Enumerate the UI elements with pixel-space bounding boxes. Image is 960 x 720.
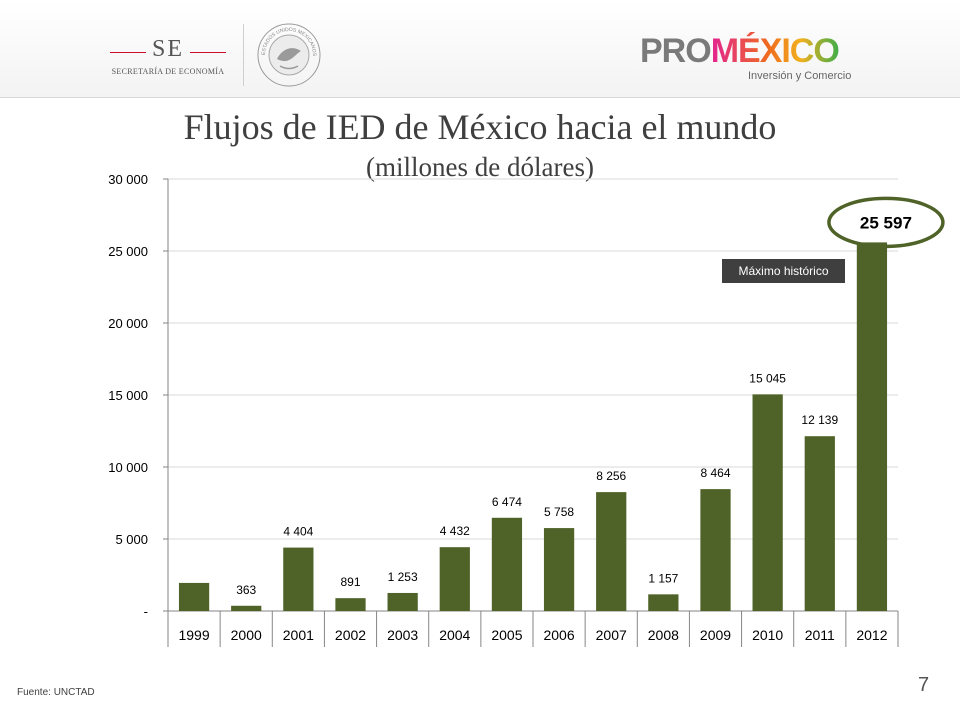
header-band — [0, 0, 960, 98]
bar — [596, 492, 627, 611]
bar — [648, 594, 679, 611]
max-value-highlight-ring — [827, 196, 945, 249]
bar — [387, 592, 418, 611]
x-tick-label: 2007 — [596, 627, 627, 643]
x-tick-label: 2011 — [805, 627, 835, 643]
y-tick-label: 30 000 — [108, 172, 148, 187]
bar — [543, 528, 575, 611]
promexico-logo: PROMÉXICO Inversión y Comercio — [640, 32, 870, 87]
promexico-tagline: Inversión y Comercio — [748, 70, 852, 82]
data-label: 4 404 — [283, 525, 313, 539]
bar — [283, 547, 314, 611]
data-label: 12 139 — [801, 413, 838, 427]
se-logo: SE SECRETARÍA DE ECONOMÍA — [108, 36, 228, 86]
data-label: 8 464 — [700, 466, 730, 480]
page-number: 7 — [918, 674, 930, 696]
chart-bars — [178, 242, 888, 611]
mexico-seal-icon: ESTADOS UNIDOS MEXICANOS — [257, 23, 321, 87]
chart-axes — [163, 178, 899, 647]
y-tick-label: 10 000 — [108, 460, 148, 475]
y-tick-label: 15 000 — [108, 388, 148, 403]
y-tick-label: 5 000 — [115, 532, 148, 547]
bar — [335, 598, 366, 611]
y-tick-label: 25 000 — [108, 244, 148, 259]
bar — [178, 582, 210, 611]
chart-title: Flujos de IED de México hacia el mundo — [183, 107, 777, 147]
x-tick-label: 2005 — [491, 627, 522, 643]
data-label: 363 — [236, 583, 256, 597]
y-tick-label: - — [144, 604, 148, 619]
bar — [491, 517, 523, 611]
max-annotation: Máximo histórico — [722, 259, 845, 283]
promexico-wordmark: PROMÉXICO — [640, 32, 840, 71]
x-tick-label: 2004 — [439, 627, 470, 643]
x-tick-label: 2008 — [648, 627, 679, 643]
y-tick-label: 20 000 — [108, 316, 148, 331]
data-label: 5 758 — [544, 505, 574, 519]
data-label: 15 045 — [749, 371, 786, 385]
bar — [752, 394, 783, 611]
data-label: 6 474 — [492, 495, 522, 509]
x-tick-label: 2009 — [700, 627, 731, 643]
chart-labels: - 5 000 10 000 15 000 20 000 25 000 30 000 1999… — [108, 172, 945, 643]
logo-divider — [243, 24, 244, 86]
bar — [700, 489, 731, 611]
x-tick-label: 1999 — [178, 627, 209, 643]
x-tick-label: 2000 — [231, 627, 262, 643]
se-logo-name: SECRETARÍA DE ECONOMÍA — [111, 67, 225, 76]
data-label: 1 253 — [388, 570, 418, 584]
chart-subtitle: (millones de dólares) — [366, 152, 594, 182]
x-tick-label: 2012 — [856, 627, 887, 643]
data-label-max: 25 597 — [860, 213, 912, 232]
x-tick-label: 2010 — [752, 627, 783, 643]
x-tick-label: 2003 — [387, 627, 418, 643]
grid-lines — [168, 178, 898, 540]
source-note: Fuente: UNCTAD — [17, 687, 95, 698]
bar — [439, 547, 470, 611]
promexico-mexico: MÉXICO — [710, 32, 840, 70]
data-label: 4 432 — [440, 524, 470, 538]
bar — [856, 242, 888, 611]
se-logo-abbr: SE — [151, 36, 184, 62]
se-logo-rule-right — [190, 52, 226, 53]
promexico-pro: PRO — [640, 32, 712, 70]
se-logo-rule-left — [110, 52, 146, 53]
data-label: 8 256 — [596, 469, 626, 483]
x-tick-label: 2001 — [283, 627, 314, 643]
data-label: 1 157 — [648, 571, 678, 585]
x-tick-label: 2006 — [543, 627, 574, 643]
bar — [231, 605, 262, 611]
x-tick-label: 2002 — [335, 627, 366, 643]
bar — [804, 436, 835, 611]
data-label: 891 — [340, 575, 360, 589]
